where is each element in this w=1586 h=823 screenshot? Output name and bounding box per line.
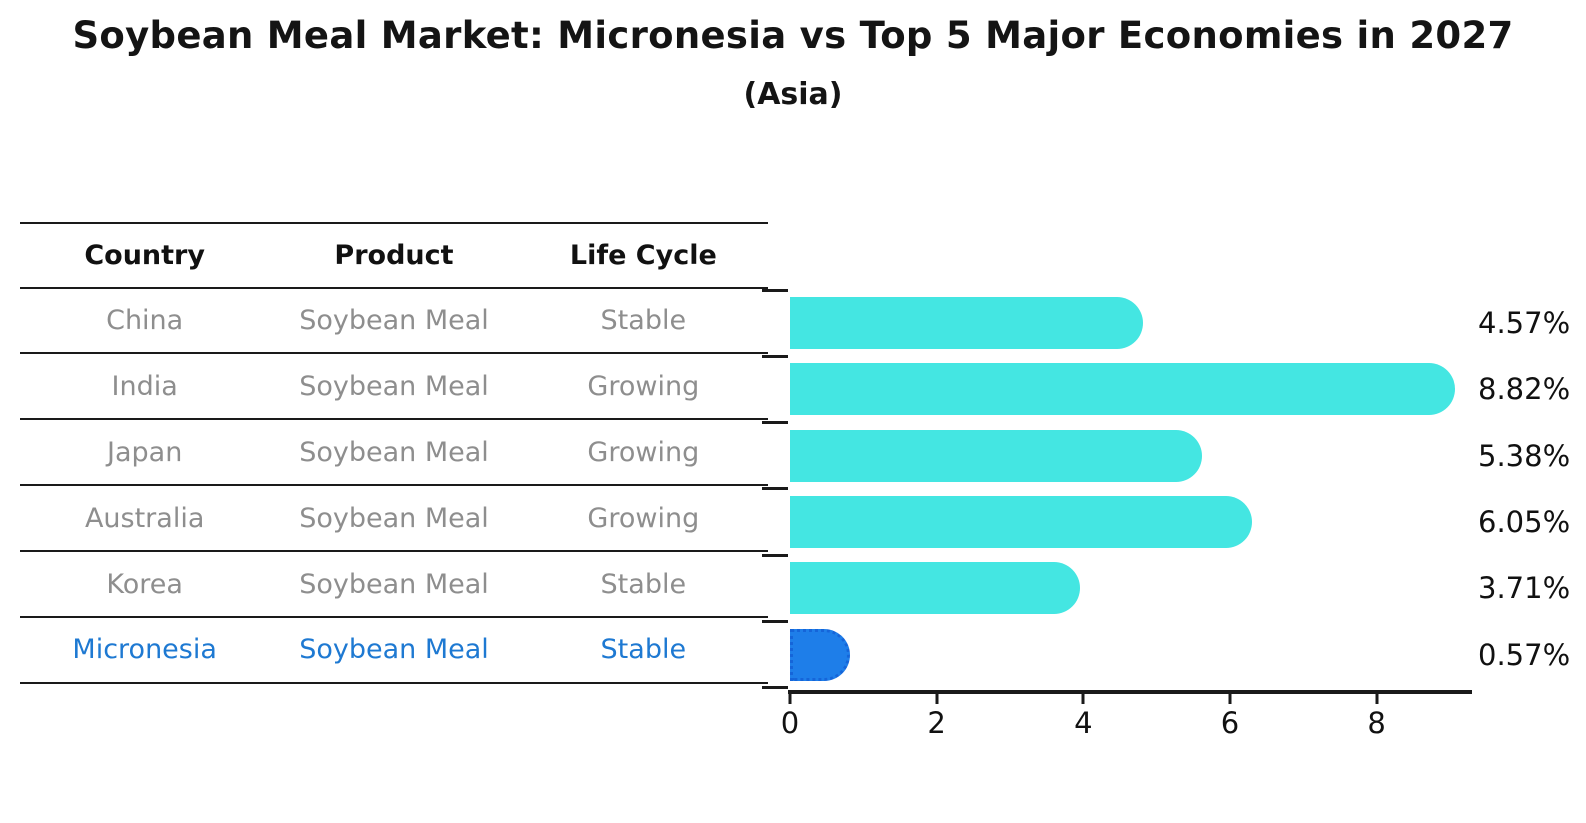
table-row-japan: Japan Soybean Meal Growing	[20, 420, 768, 487]
cell-country: India	[111, 370, 178, 402]
table-row-india: India Soybean Meal Growing	[20, 354, 768, 421]
y-axis-tick	[762, 421, 788, 425]
bar-china	[790, 297, 1144, 350]
cell-country: Japan	[107, 436, 183, 468]
country-table: Country Product Life Cycle China Soybean…	[20, 222, 768, 684]
table-header-row: Country Product Life Cycle	[20, 224, 768, 289]
y-axis-tick	[762, 354, 788, 358]
bar-row-india: 8.82%	[790, 356, 1586, 422]
value-label-micronesia: 0.57%	[1478, 637, 1571, 672]
cell-product: Soybean Meal	[299, 502, 489, 534]
x-axis-tick	[1228, 693, 1232, 704]
bar-row-china: 4.57%	[790, 290, 1586, 356]
x-tick-label: 0	[780, 706, 800, 740]
bar-row-micronesia: 0.57%	[790, 622, 1586, 688]
cell-life-cycle: Stable	[600, 634, 687, 666]
y-axis-tick	[762, 288, 788, 292]
x-tick-label: 2	[927, 706, 946, 740]
cell-country: Korea	[106, 568, 183, 600]
table-row-micronesia: Micronesia Soybean Meal Stable	[20, 618, 768, 684]
cell-country: Australia	[84, 502, 205, 534]
x-axis-tick	[788, 693, 792, 704]
bar-row-australia: 6.05%	[790, 489, 1586, 555]
x-axis-tick	[935, 693, 939, 704]
x-tick-label: 6	[1220, 706, 1240, 740]
value-label-japan: 5.38%	[1478, 438, 1571, 473]
value-label-india: 8.82%	[1478, 372, 1571, 407]
bar-japan	[790, 429, 1203, 482]
x-axis-line	[788, 690, 1472, 694]
table-row-china: China Soybean Meal Stable	[20, 289, 768, 355]
cell-life-cycle: Growing	[587, 370, 700, 402]
table-row-australia: Australia Soybean Meal Growing	[20, 486, 768, 553]
cell-life-cycle: Stable	[600, 568, 687, 600]
cell-life-cycle: Stable	[600, 304, 687, 336]
y-axis-tick	[762, 620, 788, 624]
cell-product: Soybean Meal	[299, 634, 489, 666]
y-axis-tick	[762, 553, 788, 557]
bar-row-korea: 3.71%	[790, 555, 1586, 621]
value-label-china: 4.57%	[1478, 306, 1571, 341]
cell-product: Soybean Meal	[299, 568, 489, 600]
column-header-life-cycle: Life Cycle	[569, 239, 717, 271]
cell-product: Soybean Meal	[299, 370, 489, 402]
cell-product: Soybean Meal	[299, 436, 489, 468]
cell-product: Soybean Meal	[299, 304, 489, 336]
x-axis-tick	[1081, 693, 1085, 704]
y-axis-tick	[762, 487, 788, 491]
value-label-korea: 3.71%	[1478, 571, 1571, 606]
cell-country: Micronesia	[72, 634, 217, 666]
x-axis-tick	[1375, 693, 1379, 704]
bar-india	[790, 363, 1455, 416]
column-header-country: Country	[84, 239, 205, 271]
x-tick-label: 4	[1074, 706, 1093, 740]
chart-title: Soybean Meal Market: Micronesia vs Top 5…	[72, 14, 1514, 57]
chart-subtitle: (Asia)	[743, 77, 843, 112]
y-axis-tick	[762, 686, 788, 690]
bar-micronesia	[790, 628, 850, 681]
value-label-australia: 6.05%	[1478, 505, 1571, 540]
cell-country: China	[106, 304, 184, 336]
column-header-product: Product	[334, 239, 454, 271]
x-tick-label: 8	[1367, 706, 1386, 740]
bar-row-japan: 5.38%	[790, 423, 1586, 489]
bar-korea	[790, 562, 1081, 615]
bar-australia	[790, 496, 1252, 549]
table-row-korea: Korea Soybean Meal Stable	[20, 552, 768, 618]
cell-life-cycle: Growing	[587, 502, 700, 534]
cell-life-cycle: Growing	[587, 436, 700, 468]
